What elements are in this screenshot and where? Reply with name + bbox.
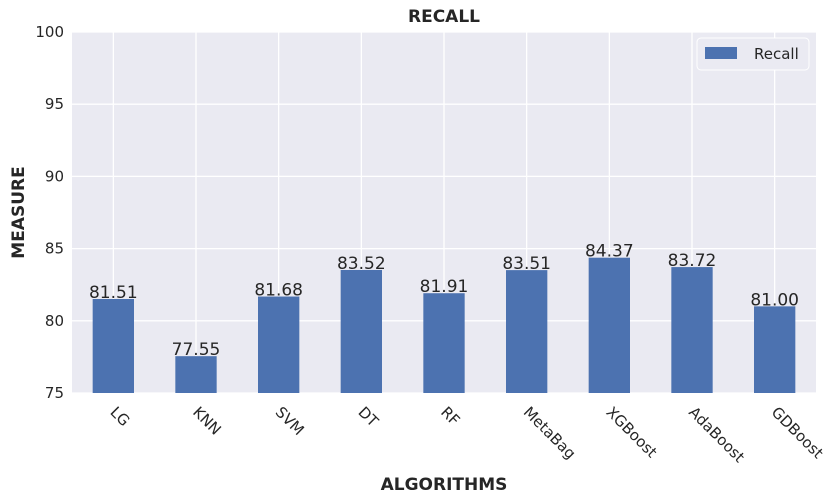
data-label: 83.52 (337, 254, 386, 274)
bars-group (92, 257, 796, 393)
bar (506, 270, 548, 393)
x-tick-labels: LG KNN SVM DT RF MetaBag XGBoost AdaBoost GDBoos… (107, 403, 827, 466)
data-label: 83.72 (668, 251, 717, 271)
y-tick-label: 100 (35, 23, 64, 41)
x-tick-label: KNN (189, 403, 225, 439)
bar (175, 356, 217, 393)
bar (92, 298, 134, 393)
legend-label: Recall (754, 45, 799, 63)
x-tick-label: LG (107, 403, 134, 430)
x-tick-label: SVM (272, 403, 308, 439)
data-label: 77.55 (172, 340, 221, 360)
y-tick-label: 95 (45, 95, 64, 113)
x-tick-label: DT (355, 403, 383, 431)
chart-title: RECALL (408, 7, 480, 27)
legend-swatch (705, 47, 737, 59)
y-tick-label: 80 (45, 312, 64, 330)
y-tick-label: 85 (45, 240, 64, 258)
x-tick-label: XGBoost (603, 403, 661, 461)
y-axis-label: MEASURE (9, 166, 29, 258)
bar (671, 267, 713, 393)
x-tick-label: MetaBag (520, 403, 580, 463)
x-tick-label: RF (437, 403, 463, 429)
y-tick-label: 90 (45, 167, 64, 185)
bar (340, 269, 382, 393)
x-tick-label: AdaBoost (685, 403, 748, 466)
bar (258, 296, 300, 393)
data-label: 83.51 (502, 254, 551, 274)
bar (588, 257, 630, 393)
data-label: 81.51 (89, 283, 138, 303)
data-label: 81.00 (750, 290, 799, 310)
y-tick-labels: 75 80 85 90 95 100 (35, 23, 64, 402)
x-tick-label: GDBoost (768, 403, 827, 462)
y-tick-label: 75 (45, 384, 64, 402)
bar (754, 306, 796, 393)
data-label: 81.91 (420, 277, 469, 297)
bar (423, 293, 465, 393)
data-label: 81.68 (254, 281, 303, 301)
legend: Recall (696, 37, 810, 71)
data-labels: 81.51 77.55 81.68 83.52 81.91 83.51 84.37 83.72… (89, 242, 799, 360)
x-axis-label: ALGORITHMS (381, 475, 508, 495)
data-label: 84.37 (585, 242, 634, 262)
legend-box (696, 37, 810, 71)
